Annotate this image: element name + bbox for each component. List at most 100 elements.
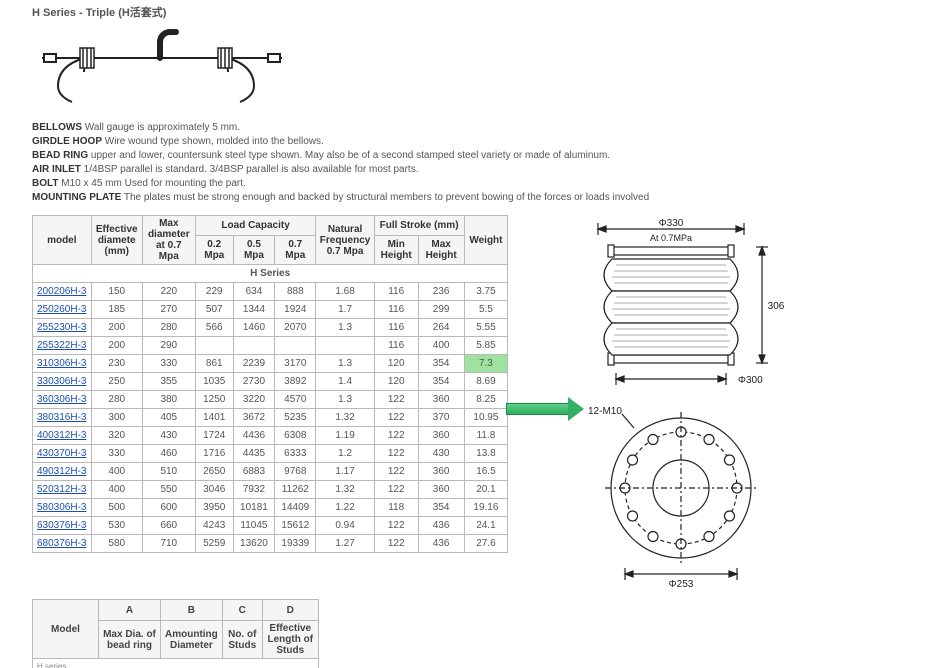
table-row: 250260H-3185270507134419241.71162995.5: [33, 301, 508, 319]
model-link[interactable]: 380316H-3: [37, 412, 86, 423]
cell: 5259: [195, 535, 233, 553]
notes-block: BELLOWS Wall gauge is approximately 5 mm…: [32, 121, 921, 205]
table-row: 380316H-33004051401367252351.3212237010.…: [33, 409, 508, 427]
cell: 2070: [275, 319, 316, 337]
cell: 116: [374, 337, 418, 355]
cell: 11045: [233, 517, 274, 535]
cell: 230: [91, 355, 142, 373]
cell: 510: [142, 463, 195, 481]
cell: 370: [418, 409, 464, 427]
model-link[interactable]: 430370H-3: [37, 448, 86, 459]
model-link[interactable]: 330306H-3: [37, 376, 86, 387]
model-link[interactable]: 580306H-3: [37, 502, 86, 513]
cell: 400: [418, 337, 464, 355]
dth-A: A: [99, 600, 161, 621]
note-mount-label: MOUNTING PLATE: [32, 192, 121, 203]
cell: 634: [233, 283, 274, 301]
model-link[interactable]: 520312H-3: [37, 484, 86, 495]
cell: 4570: [275, 391, 316, 409]
cell: 19.16: [464, 499, 508, 517]
model-link[interactable]: 630376H-3: [37, 520, 86, 531]
cell: 3046: [195, 481, 233, 499]
th-weight: Weight: [464, 216, 508, 265]
bellows-side-view: Φ330 At 0.7MPa: [576, 215, 786, 395]
cell: 299: [418, 301, 464, 319]
spec-table: model Effective diamete (mm) Max diamete…: [32, 215, 508, 553]
cell: 430: [418, 445, 464, 463]
page: H Series - Triple (H活套式): [0, 0, 945, 668]
model-link[interactable]: 490312H-3: [37, 466, 86, 477]
cell: 3.75: [464, 283, 508, 301]
note-bellows-label: BELLOWS: [32, 122, 82, 133]
cell: 861: [195, 355, 233, 373]
section-label: H Series: [33, 265, 508, 283]
cell: 7932: [233, 481, 274, 499]
model-link[interactable]: 310306H-3: [37, 358, 86, 369]
cell: 400: [91, 481, 142, 499]
table-row: 520312H-340055030467932112621.3212236020…: [33, 481, 508, 499]
cell: 3672: [233, 409, 274, 427]
cell: 460: [142, 445, 195, 463]
cell: 330: [91, 445, 142, 463]
cell: 1250: [195, 391, 233, 409]
table-row: 330306H-32503551035273038921.41203548.69: [33, 373, 508, 391]
cell: 24.1: [464, 517, 508, 535]
cell: 1.3: [316, 355, 374, 373]
cell: 122: [374, 481, 418, 499]
cell: 14409: [275, 499, 316, 517]
model-link[interactable]: 255322H-3: [37, 340, 86, 351]
dth-A2: Max Dia. of bead ring: [99, 621, 161, 659]
cell: [275, 337, 316, 355]
th-eff-dia: Effective diamete (mm): [91, 216, 142, 265]
cell: 580: [91, 535, 142, 553]
cell: 354: [418, 355, 464, 373]
cell: 354: [418, 373, 464, 391]
cell: 2239: [233, 355, 274, 373]
cell: 270: [142, 301, 195, 319]
cell: 5.85: [464, 337, 508, 355]
cell: 1924: [275, 301, 316, 319]
cell: 122: [374, 409, 418, 427]
note-bolt-text: M10 x 45 mm Used for mounting the part.: [58, 178, 245, 189]
table-row: 310306H-3230330861223931701.31203547.3: [33, 355, 508, 373]
cell: 1724: [195, 427, 233, 445]
cell: 8.69: [464, 373, 508, 391]
model-link[interactable]: 680376H-3: [37, 538, 86, 549]
cell: 1460: [233, 319, 274, 337]
model-link[interactable]: 400312H-3: [37, 430, 86, 441]
cell: 430: [142, 427, 195, 445]
cell: 1.7: [316, 301, 374, 319]
cell: 200: [91, 337, 142, 355]
dim-at07: At 0.7MPa: [650, 233, 692, 243]
cell: 13.8: [464, 445, 508, 463]
model-link[interactable]: 360306H-3: [37, 394, 86, 405]
cell: 150: [91, 283, 142, 301]
model-link[interactable]: 200206H-3: [37, 286, 86, 297]
cell: 888: [275, 283, 316, 301]
cell: 6883: [233, 463, 274, 481]
note-bellows-text: Wall gauge is approximately 5 mm.: [82, 122, 240, 133]
cell: 27.6: [464, 535, 508, 553]
cell: 1716: [195, 445, 233, 463]
cell: 16.5: [464, 463, 508, 481]
dim-height: 306: [767, 301, 784, 312]
note-girdle-label: GIRDLE HOOP: [32, 136, 102, 147]
table-row: 400312H-33204301724443663081.1912236011.…: [33, 427, 508, 445]
cell: 250: [91, 373, 142, 391]
table-row: 430370H-33304601716443563331.212243013.8: [33, 445, 508, 463]
th-full-stroke: Full Stroke (mm): [374, 216, 464, 236]
cell: 7.3: [464, 355, 508, 373]
table-row: 680376H-3580710525913620193391.271224362…: [33, 535, 508, 553]
cell: 360: [418, 481, 464, 499]
th-minh: Min Height: [374, 235, 418, 264]
th-maxh: Max Height: [418, 235, 464, 264]
cell: 300: [91, 409, 142, 427]
model-link[interactable]: 250260H-3: [37, 304, 86, 315]
cell: 1.2: [316, 445, 374, 463]
model-link[interactable]: 255230H-3: [37, 322, 86, 333]
cell: 566: [195, 319, 233, 337]
cell: 600: [142, 499, 195, 517]
cell: 360: [418, 463, 464, 481]
cell: 264: [418, 319, 464, 337]
table-row: 630376H-3530660424311045156120.941224362…: [33, 517, 508, 535]
